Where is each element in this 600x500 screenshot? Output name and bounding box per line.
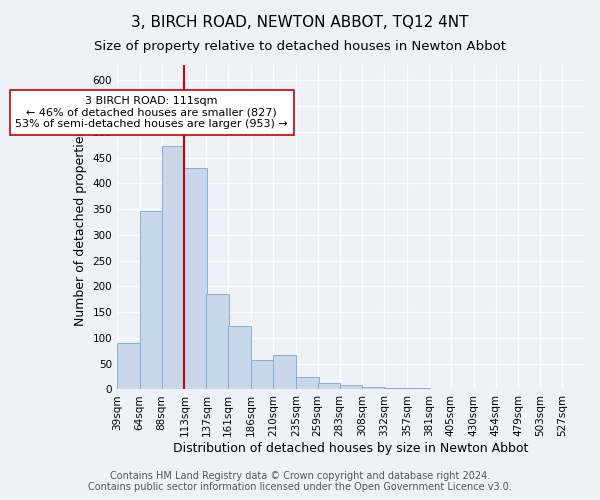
Bar: [273, 356, 296, 390]
Bar: [161, 146, 184, 390]
Bar: [429, 389, 452, 390]
Bar: [251, 360, 274, 390]
Text: Contains HM Land Registry data © Crown copyright and database right 2024.
Contai: Contains HM Land Registry data © Crown c…: [88, 471, 512, 492]
Text: 3, BIRCH ROAD, NEWTON ABBOT, TQ12 4NT: 3, BIRCH ROAD, NEWTON ABBOT, TQ12 4NT: [131, 15, 469, 30]
Bar: [140, 210, 163, 390]
X-axis label: Distribution of detached houses by size in Newton Abbot: Distribution of detached houses by size …: [173, 442, 529, 455]
Bar: [228, 326, 251, 390]
Bar: [317, 384, 340, 390]
Bar: [206, 294, 229, 390]
Bar: [407, 388, 430, 390]
Bar: [117, 343, 140, 390]
Y-axis label: Number of detached properties: Number of detached properties: [74, 128, 87, 326]
Bar: [451, 389, 473, 390]
Text: 3 BIRCH ROAD: 111sqm
← 46% of detached houses are smaller (827)
53% of semi-deta: 3 BIRCH ROAD: 111sqm ← 46% of detached h…: [15, 96, 288, 129]
Bar: [296, 376, 319, 390]
Bar: [340, 385, 362, 390]
Bar: [362, 387, 385, 390]
Text: Size of property relative to detached houses in Newton Abbot: Size of property relative to detached ho…: [94, 40, 506, 53]
Bar: [384, 388, 407, 390]
Bar: [184, 168, 207, 390]
